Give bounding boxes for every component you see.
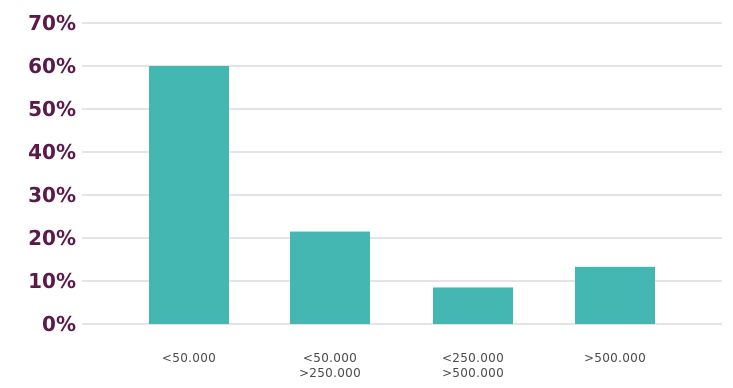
bar	[575, 266, 655, 324]
bar	[149, 66, 229, 324]
bar	[433, 287, 513, 324]
bar	[290, 231, 370, 324]
y-tick-label: 60%	[28, 54, 76, 78]
x-tick-label: <50.000	[162, 351, 216, 365]
y-tick-label: 50%	[28, 97, 76, 121]
x-tick-label: <50.000	[303, 351, 357, 365]
x-tick-label: >250.000	[299, 366, 361, 380]
x-tick-label: <250.000	[442, 351, 504, 365]
x-tick-label: >500.000	[442, 366, 504, 380]
y-tick-label: 40%	[28, 140, 76, 164]
x-tick-label: >500.000	[584, 351, 646, 365]
y-tick-label: 30%	[28, 183, 76, 207]
y-tick-label: 0%	[42, 312, 76, 336]
y-tick-label: 70%	[28, 11, 76, 35]
y-tick-label: 20%	[28, 226, 76, 250]
y-tick-label: 10%	[28, 269, 76, 293]
